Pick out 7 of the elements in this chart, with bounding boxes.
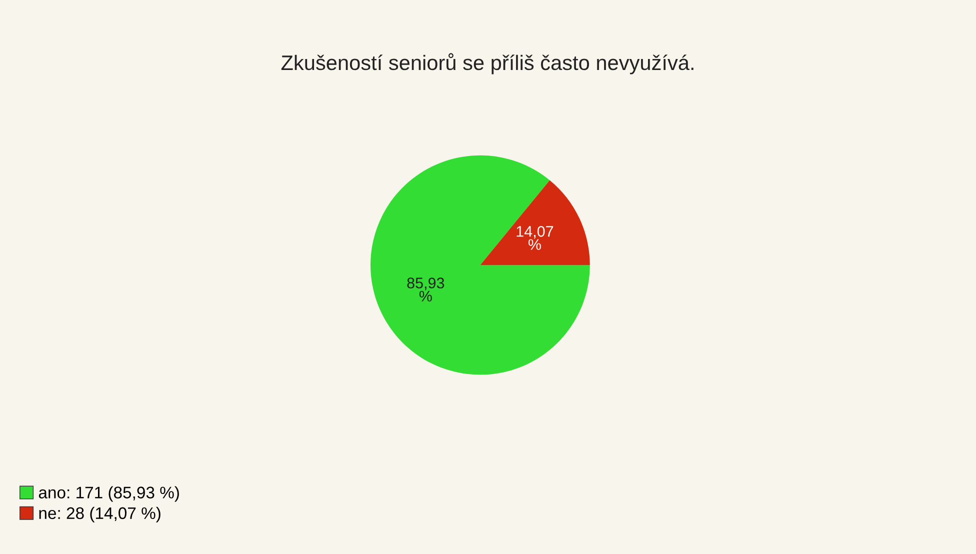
pie-slice — [370, 155, 590, 375]
data-label: 14,07 % — [516, 226, 554, 250]
pie-slice — [480, 180, 590, 266]
data-label: 85,93 % — [407, 278, 444, 302]
legend-label: ano: 171 (85,93 %) — [38, 486, 179, 502]
chart-title: Zkušeností seniorů se příliš často nevyužívá. — [281, 53, 694, 74]
legend-label: ne: 28 (14,07 %) — [39, 506, 160, 522]
